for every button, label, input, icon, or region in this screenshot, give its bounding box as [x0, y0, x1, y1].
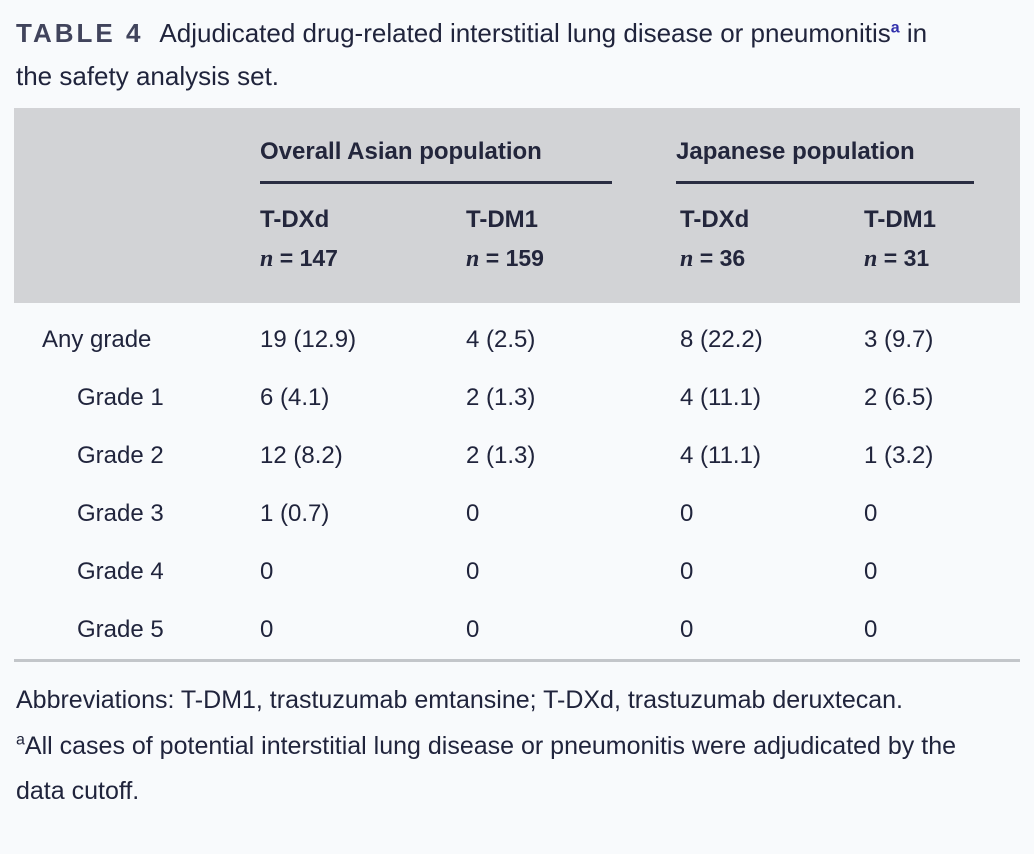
table-caption: TABLE 4 Adjudicated drug-related intersti…: [16, 12, 936, 98]
table-cell: 2 (1.3): [466, 442, 536, 469]
spacer-cell: [14, 206, 260, 234]
column-header-tdxd-japanese: T-DXd: [680, 206, 750, 233]
table-cell: 1 (0.7): [260, 500, 330, 527]
table-cell: 12 (8.2): [260, 442, 343, 469]
table-cell: 6 (4.1): [260, 384, 330, 411]
sample-size: n = 147: [260, 245, 466, 273]
n-value: = 147: [273, 245, 338, 271]
row-label: Grade 2: [77, 442, 164, 469]
table-cell: 0: [260, 558, 274, 585]
footnotes: Abbreviations: T-DM1, trastuzumab emtans…: [14, 662, 998, 814]
column-header-tdxd-asian: T-DXd: [260, 206, 330, 233]
column-header-row: T-DXd T-DM1 T-DXd T-DM1: [14, 206, 1020, 234]
group-header-row: Overall Asian population Japanese popula…: [14, 138, 1020, 184]
sample-size: n = 31: [864, 245, 1020, 273]
table-cell: 4 (11.1): [680, 384, 761, 411]
table-body: Any grade 19 (12.9) 4 (2.5) 8 (22.2) 3 (…: [14, 303, 1020, 659]
footnote-a: aAll cases of potential interstitial lun…: [16, 724, 976, 814]
footnote-marker-a: a: [890, 19, 900, 37]
table-cell: 1 (3.2): [864, 442, 934, 469]
caption-text: Adjudicated drug-related interstitial lu…: [159, 18, 891, 48]
n-symbol: n: [260, 246, 274, 272]
table-cell: 0: [864, 616, 878, 643]
abbreviations-note: Abbreviations: T-DM1, trastuzumab emtans…: [16, 686, 903, 714]
table-row: Grade 3 1 (0.7) 0 0 0: [14, 485, 1020, 543]
spacer-cell: [14, 245, 260, 273]
sample-size: n = 159: [466, 245, 680, 273]
row-label: Grade 1: [77, 384, 164, 411]
row-label: Grade 4: [77, 558, 164, 585]
n-symbol: n: [466, 246, 480, 272]
spacer-cell: [14, 138, 260, 184]
n-symbol: n: [680, 246, 694, 272]
table-header: Overall Asian population Japanese popula…: [14, 108, 1020, 303]
n-symbol: n: [864, 246, 878, 272]
row-label: Any grade: [42, 326, 152, 353]
table-row: Grade 1 6 (4.1) 2 (1.3) 4 (11.1) 2 (6.5): [14, 369, 1020, 427]
sample-size: n = 36: [680, 245, 864, 273]
table-cell: 0: [260, 616, 274, 643]
table-cell: 8 (22.2): [680, 326, 763, 353]
table-cell: 2 (6.5): [864, 384, 934, 411]
column-header-tdm1-asian: T-DM1: [466, 206, 538, 233]
group-header-label: Japanese population: [676, 138, 915, 165]
row-label: Grade 5: [77, 616, 164, 643]
table-cell: 4 (2.5): [466, 326, 536, 353]
column-header-tdm1-japanese: T-DM1: [864, 206, 936, 233]
footnote-a-text: All cases of potential interstitial lung…: [16, 732, 956, 805]
group-underline: [260, 181, 612, 184]
data-table: Overall Asian population Japanese popula…: [14, 108, 1020, 662]
table-cell: 0: [680, 500, 694, 527]
group-underline: [676, 181, 974, 184]
table-cell: 2 (1.3): [466, 384, 536, 411]
sample-size-row: n = 147 n = 159 n = 36 n = 31: [14, 245, 1020, 273]
table-cell: 0: [466, 616, 480, 643]
footnote-a-marker: a: [16, 731, 25, 749]
caption-text-tail: in the safety analysis set.: [16, 18, 928, 91]
n-value: = 159: [479, 245, 544, 271]
table-row: Grade 4 0 0 0 0: [14, 543, 1020, 601]
table-cell: 0: [864, 558, 878, 585]
n-value: = 31: [877, 245, 930, 271]
table-bottom-rule: [14, 659, 1020, 662]
group-header-label: Overall Asian population: [260, 138, 542, 165]
table-cell: 0: [680, 616, 694, 643]
table-cell: 0: [466, 558, 480, 585]
n-value: = 36: [693, 245, 746, 271]
table-cell: 4 (11.1): [680, 442, 761, 469]
table-cell: 0: [864, 500, 878, 527]
table-cell: 3 (9.7): [864, 326, 934, 353]
table-row: Grade 2 12 (8.2) 2 (1.3) 4 (11.1) 1 (3.2…: [14, 427, 1020, 485]
row-label: Grade 3: [77, 500, 164, 527]
group-header-japanese: Japanese population: [676, 138, 1020, 184]
table-row: Grade 5 0 0 0 0: [14, 601, 1020, 659]
table-cell: 0: [466, 500, 480, 527]
group-header-overall-asian: Overall Asian population: [260, 138, 676, 184]
table-cell: 19 (12.9): [260, 326, 357, 353]
table-row: Any grade 19 (12.9) 4 (2.5) 8 (22.2) 3 (…: [14, 311, 1020, 369]
table-number-label: TABLE 4: [16, 18, 144, 48]
table-cell: 0: [680, 558, 694, 585]
